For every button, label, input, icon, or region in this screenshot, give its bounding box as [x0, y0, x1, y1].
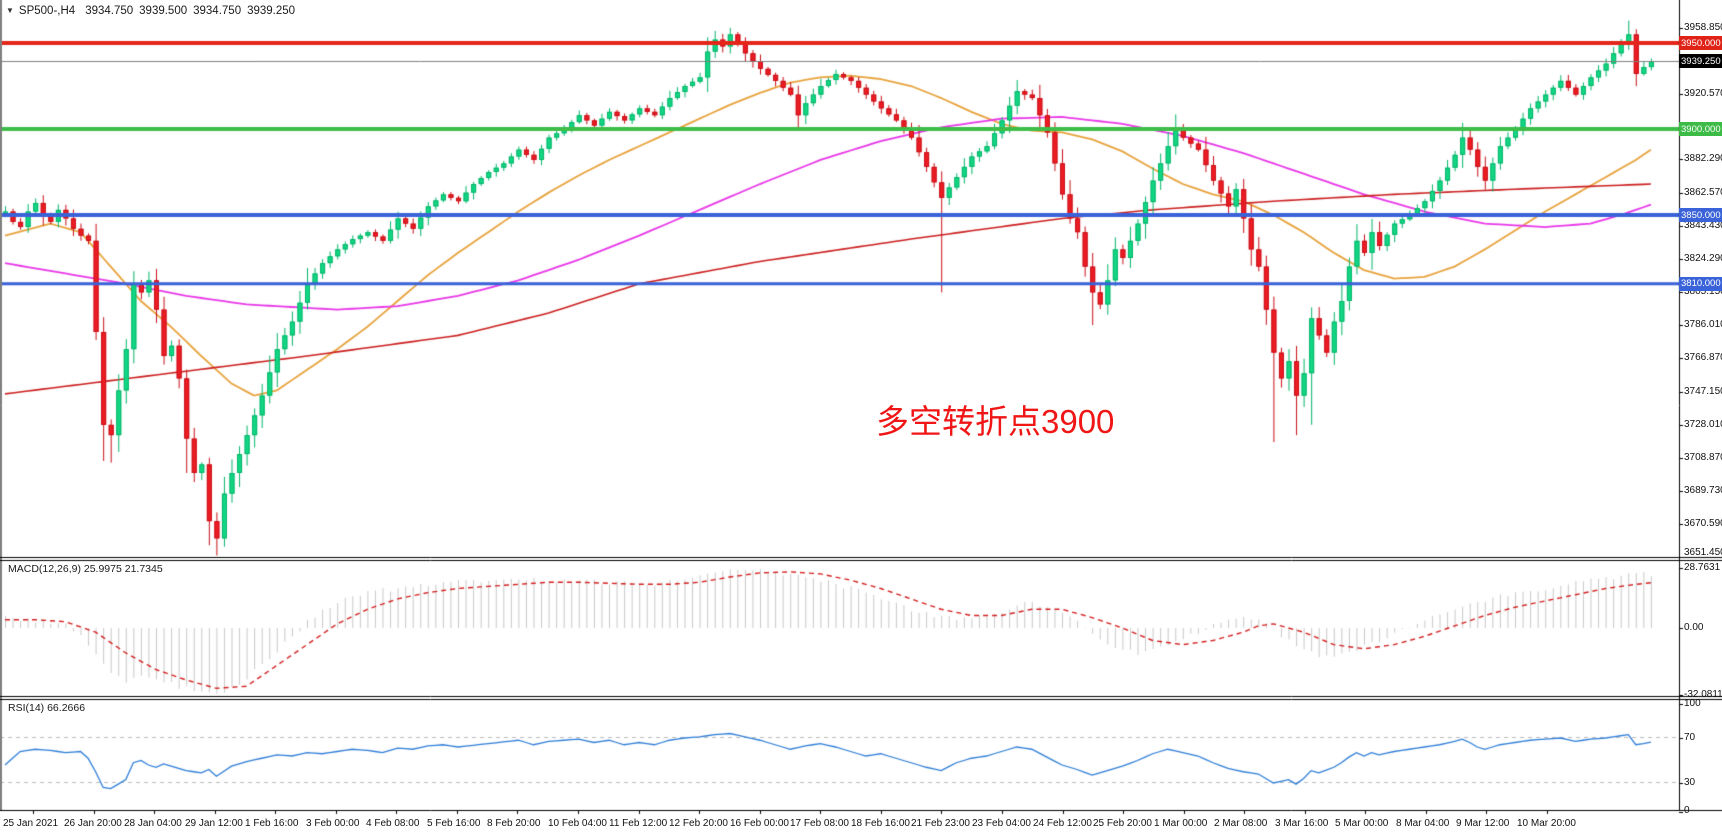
price-low: 3934.750: [193, 5, 242, 17]
main-chart-panel[interactable]: ▼ SP500-,H4 3934.750 3939.500 3934.750 3939.2…: [0, 0, 1679, 557]
time-tick-label: 23 Feb 04:00: [972, 818, 1031, 829]
price-tick-label: 3747.150: [1684, 385, 1722, 397]
macd-tick-label: -32.0811: [1684, 688, 1722, 700]
time-tick-label: 3 Feb 00:00: [306, 818, 360, 829]
price-tick-label: 3728.010: [1684, 418, 1722, 430]
time-tick-label: 5 Mar 00:00: [1335, 818, 1389, 829]
price-tick-label: 3766.870: [1684, 351, 1722, 363]
time-tick-label: 25 Jan 2021: [3, 818, 59, 829]
time-tick-label: 3 Mar 16:00: [1275, 818, 1329, 829]
time-tick-label: 26 Jan 20:00: [64, 818, 122, 829]
expand-arrow-icon[interactable]: ▼: [6, 6, 14, 15]
price-tick-label: 3958.850: [1684, 21, 1722, 33]
price-tick-label: 3689.730: [1684, 484, 1722, 496]
chart-header: ▼ SP500-,H4 3934.750 3939.500 3934.750 3939.2…: [6, 5, 301, 17]
price-tick-label: 3708.870: [1684, 451, 1722, 463]
price-tick-label: 3882.290: [1684, 153, 1722, 165]
time-tick-label: 25 Feb 20:00: [1093, 818, 1152, 829]
time-tick-label: 16 Feb 00:00: [730, 818, 789, 829]
time-tick-label: 24 Feb 12:00: [1033, 818, 1092, 829]
time-tick-label: 9 Mar 12:00: [1456, 818, 1510, 829]
price-tick-label: 3651.450: [1684, 547, 1722, 558]
price-tick-label: 3843.430: [1684, 220, 1722, 232]
rsi-tick-label: 100: [1684, 698, 1701, 710]
time-tick-label: 8 Feb 20:00: [487, 818, 541, 829]
macd-panel[interactable]: MACD(12,26,9) 25.9975 21.7345: [0, 560, 1679, 697]
time-tick-label: 2 Mar 08:00: [1214, 818, 1268, 829]
time-axis[interactable]: 25 Jan 2021 26 Jan 20:00 28 Jan 04:00 29 Ja…: [0, 811, 1722, 839]
price-close: 3939.250: [247, 5, 296, 17]
price-axis[interactable]: 3958.850 3920.570 3882.290 3862.570 3843.430…: [1679, 0, 1722, 816]
time-tick-label: 4 Feb 08:00: [366, 818, 420, 829]
time-tick-label: 5 Feb 16:00: [427, 818, 481, 829]
rsi-panel[interactable]: RSI(14) 66.2666: [0, 699, 1679, 810]
time-tick-label: 11 Feb 12:00: [609, 818, 668, 829]
price-tick-label: 3786.010: [1684, 319, 1722, 331]
time-tick-label: 29 Jan 12:00: [185, 818, 243, 829]
time-tick-label: 1 Mar 00:00: [1154, 818, 1208, 829]
time-tick-label: 18 Feb 16:00: [851, 818, 910, 829]
time-tick-label: 10 Feb 04:00: [548, 818, 607, 829]
macd-tick-label: 0.00: [1684, 622, 1704, 633]
macd-indicator-label: MACD(12,26,9) 25.9975 21.7345: [8, 563, 163, 575]
rsi-tick-label: 30: [1684, 777, 1696, 788]
price-line-badge: 3939.250: [1679, 54, 1722, 69]
price-tick-label: 3862.570: [1684, 187, 1722, 199]
time-tick-label: 17 Feb 08:00: [790, 818, 849, 829]
price-line-badge: 3950.000: [1679, 36, 1722, 50]
macd-tick-label: 28.7631: [1684, 562, 1721, 574]
price-open: 3934.750: [85, 5, 134, 17]
time-tick-label: 10 Mar 20:00: [1517, 818, 1576, 829]
symbol-period-label: SP500-,H4: [18, 5, 76, 17]
rsi-tick-label: 70: [1684, 732, 1696, 743]
rsi-indicator-label: RSI(14) 66.2666: [8, 702, 86, 714]
time-tick-label: 12 Feb 20:00: [669, 818, 728, 829]
time-tick-label: 28 Jan 04:00: [124, 818, 182, 829]
price-line-badge: 3810.000: [1679, 276, 1722, 291]
price-tick-label: 3824.290: [1684, 253, 1722, 265]
time-tick-label: 21 Feb 23:00: [911, 818, 970, 829]
price-tick-label: 3920.570: [1684, 87, 1722, 99]
rsi-tick-label: 0: [1684, 805, 1690, 816]
price-tick-label: 3670.590: [1684, 517, 1722, 529]
price-tick-label: 3805.150: [1684, 286, 1722, 298]
price-line-badge: 3850.000: [1679, 208, 1722, 222]
time-tick-label: 1 Feb 16:00: [245, 818, 299, 829]
price-line-badge: 3900.000: [1679, 122, 1722, 136]
chart-annotation-text: 多空转折点3900: [876, 403, 1115, 440]
time-tick-label: 8 Mar 04:00: [1396, 818, 1450, 829]
price-high: 3939.500: [139, 5, 188, 17]
